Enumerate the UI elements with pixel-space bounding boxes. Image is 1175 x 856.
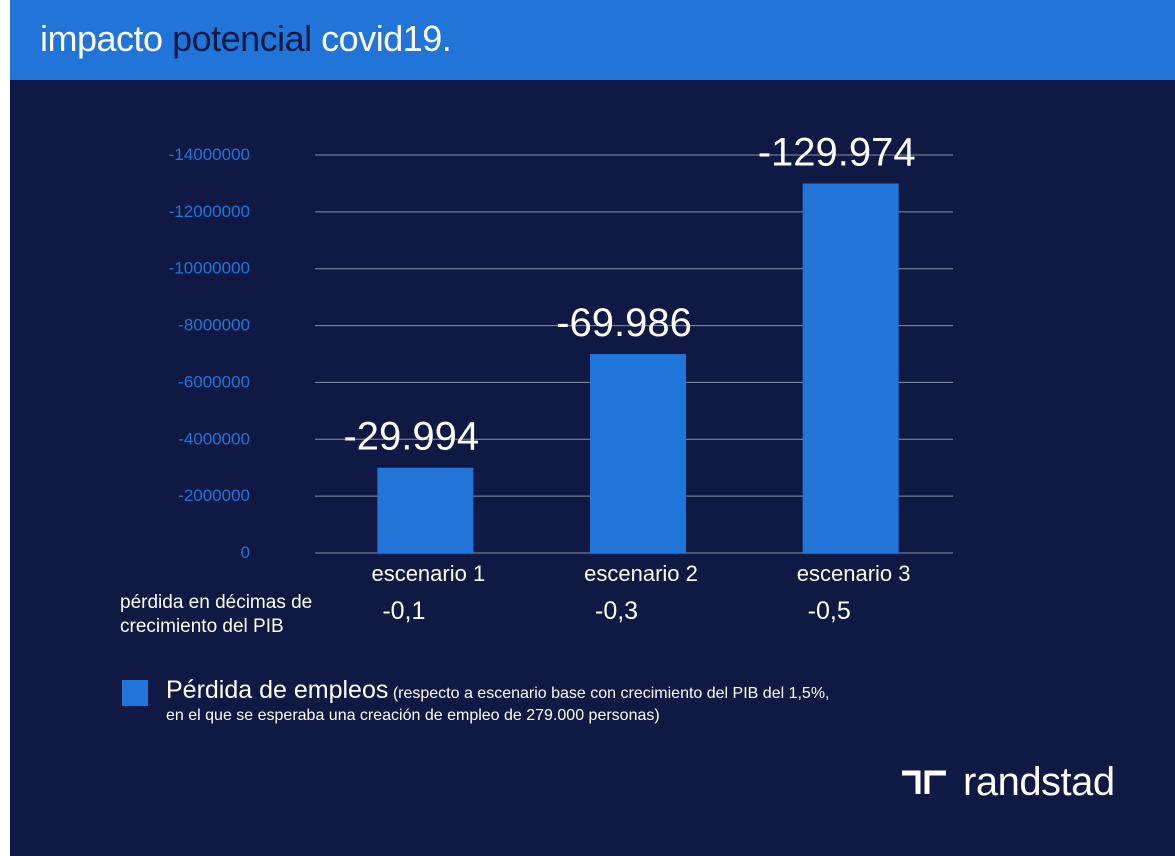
legend-swatch	[122, 680, 148, 706]
y-tick-label: -4000000	[178, 429, 250, 448]
randstad-logo-icon	[902, 770, 946, 794]
bar	[802, 183, 899, 553]
data-label: -29.994	[343, 415, 479, 459]
x-category-label: escenario 1	[371, 561, 485, 586]
pib-row-label: pérdida en décimas de crecimiento del PI…	[120, 592, 313, 637]
pib-value: -0,3	[595, 597, 638, 625]
title-word-potencial: potencial	[172, 18, 312, 59]
y-tick-label: -8000000	[178, 316, 250, 335]
pib-value: -0,1	[382, 597, 425, 625]
legend-note-line2: en el que se esperaba una creación de em…	[166, 707, 660, 724]
legend-note-line1: (respecto a escenario base con crecimien…	[388, 685, 830, 702]
y-tick-label: -2000000	[178, 486, 250, 505]
title-word-impacto: impacto	[40, 18, 173, 59]
infographic-frame: impacto potencial covid19.	[10, 0, 1175, 856]
header-bar: impacto potencial covid19.	[10, 0, 1175, 80]
randstad-logo: randstad	[900, 760, 1140, 810]
bar	[590, 354, 686, 553]
x-category-label: escenario 2	[584, 561, 698, 586]
y-tick-label: -10000000	[169, 259, 250, 278]
data-label: -69.986	[556, 301, 692, 345]
legend-series-name: Pérdida de empleos	[166, 676, 389, 704]
y-tick-label: -12000000	[169, 202, 250, 221]
data-label: -129.974	[758, 131, 916, 175]
y-tick-label: -14000000	[169, 145, 250, 164]
title-word-covid19: covid19.	[311, 18, 452, 59]
bar	[377, 467, 474, 553]
y-tick-label: 0	[241, 543, 250, 562]
page-title: impacto potencial covid19.	[40, 18, 452, 60]
y-tick-label: -6000000	[178, 372, 250, 391]
legend-text: Pérdida de empleos (respecto a escenario…	[166, 676, 1006, 725]
pib-value: -0,5	[808, 597, 851, 625]
x-category-label: escenario 3	[797, 561, 911, 586]
randstad-logo-text: randstad	[963, 760, 1115, 804]
